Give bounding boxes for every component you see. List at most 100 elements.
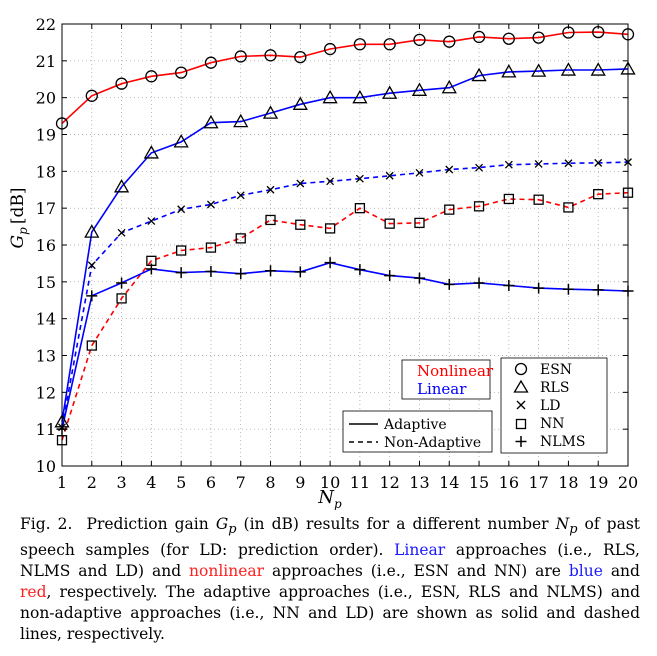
legend-rls-label: RLS	[540, 380, 569, 396]
nlms-point	[205, 266, 217, 278]
nn-point	[593, 189, 604, 200]
x-tick-label: 16	[499, 473, 519, 492]
caption-np-symbol: N	[555, 515, 570, 533]
rls-point	[113, 178, 130, 193]
y-tick-label: 22	[36, 15, 56, 34]
esn-point	[234, 50, 247, 63]
legend-circle-marker	[514, 362, 528, 376]
rls-point	[322, 89, 338, 104]
tick-labels: 1 2 3 4 5 6 7 8 9 10 11 12 13 14 15 16 17 18 19 20101112131…	[36, 15, 639, 492]
esn-point	[264, 49, 277, 62]
ld-point	[504, 160, 513, 169]
nlms-point	[294, 266, 306, 278]
caption-fig-label: Fig. 2.	[20, 515, 73, 533]
rls-point	[382, 85, 398, 99]
rls-point	[203, 114, 219, 129]
caption-text-7: , respectively. The adaptive approaches …	[20, 583, 640, 644]
x-tick-label: 15	[469, 473, 489, 492]
rls-point	[173, 134, 189, 148]
caption-nonlinear-word: nonlinear	[189, 562, 265, 581]
ld-point	[594, 158, 603, 167]
ld-point	[266, 185, 275, 194]
esn-point	[413, 33, 426, 46]
rls-point	[411, 82, 428, 96]
nlms-point	[86, 290, 98, 302]
nn-point	[235, 233, 246, 244]
legend-esn-label: ESN	[540, 362, 572, 378]
ld-point	[177, 205, 186, 214]
nn-point	[503, 193, 514, 205]
y-tick-label: 21	[36, 52, 56, 71]
ld-point	[326, 177, 335, 186]
nlms-point	[324, 257, 336, 269]
caption-text-4: approaches (i.e., RLS, NLMS and LD) and	[20, 541, 640, 581]
nn-point	[533, 194, 544, 205]
ld-point	[385, 171, 394, 180]
x-tick-label: 17	[528, 473, 548, 492]
esn-point	[353, 38, 367, 51]
x-tick-label: 7	[236, 473, 246, 492]
caption-linear-word: Linear	[394, 541, 446, 560]
nlms-point	[116, 277, 128, 289]
esn-point	[175, 66, 188, 79]
x-tick-label: 19	[588, 473, 608, 492]
legend-color: Nonlinear Linear	[401, 359, 494, 400]
rls-point	[84, 224, 100, 238]
rls-point	[233, 113, 249, 128]
nn-point	[444, 204, 455, 215]
rls-point	[441, 79, 457, 94]
esn-point	[502, 32, 515, 45]
legend-square-marker	[515, 418, 527, 430]
rls-point	[262, 105, 279, 119]
nn-point	[473, 201, 485, 212]
y-tick-label: 13	[36, 347, 56, 366]
nlms-point	[384, 270, 396, 282]
legend-triangle-marker	[513, 379, 529, 393]
nlms-point	[354, 264, 366, 276]
x-tick-label: 5	[176, 473, 186, 492]
y-tick-label: 14	[36, 310, 56, 329]
y-tick-label: 12	[36, 383, 56, 402]
caption-text-2: (in dB) results for a different number	[243, 515, 549, 533]
legend-linear-label: Linear	[417, 380, 467, 398]
x-tick-label: 1	[57, 473, 67, 492]
nn-point	[205, 242, 217, 253]
esn-series-line	[61, 31, 629, 124]
nn-point	[176, 245, 187, 256]
legend-line-box	[342, 410, 493, 453]
legend-marker: ESN RLS LD NN NLMS	[500, 357, 608, 454]
nlms-point	[473, 277, 485, 289]
y-tick-label: 15	[36, 273, 56, 292]
esn-point	[443, 35, 456, 48]
y-tick-label: 19	[36, 126, 56, 145]
nlms-point	[145, 263, 157, 275]
esn-point	[323, 42, 337, 56]
x-tick-label: 2	[87, 473, 97, 492]
prediction-gain-chart: 1 2 3 4 5 6 7 8 9 10 11 12 13 14 15 16 17 18 19 20101112131…	[8, 15, 639, 510]
x-tick-label: 12	[380, 473, 400, 492]
x-tick-label: 10	[320, 473, 340, 492]
ld-series-line	[61, 161, 629, 428]
nn-point	[563, 202, 574, 213]
rls-point	[292, 96, 308, 110]
x-tick-label: 13	[409, 473, 429, 492]
esn-point	[115, 77, 128, 90]
esn-point	[532, 31, 545, 44]
x-tick-label: 8	[265, 473, 275, 492]
caption-text-6: and	[610, 562, 640, 581]
caption-text-1: Prediction gain	[86, 515, 209, 533]
y-tick-label: 17	[36, 199, 56, 218]
nlms-point	[175, 267, 187, 279]
x-tick-label: 9	[295, 473, 305, 492]
x-tick-label: 18	[558, 473, 578, 492]
ld-point	[564, 159, 573, 168]
legend-plus-marker	[515, 436, 527, 447]
caption-gp-subscript: p	[228, 522, 237, 538]
y-tick-label: 10	[36, 457, 56, 476]
nn-point	[295, 219, 306, 230]
nn-point	[354, 203, 366, 214]
esn-point	[85, 89, 98, 102]
ld-point	[117, 228, 126, 237]
legend-nn-label: NN	[540, 416, 565, 432]
nn-point	[265, 214, 276, 226]
